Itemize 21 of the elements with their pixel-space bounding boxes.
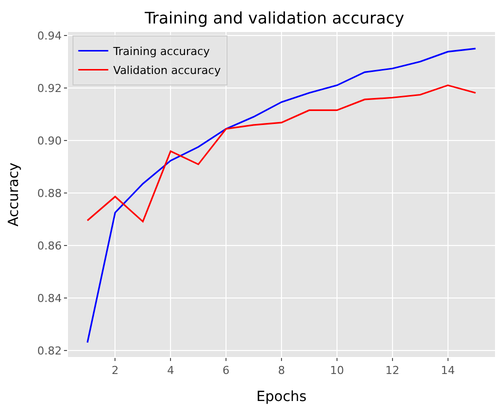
x-tick-label: 4	[167, 364, 174, 378]
y-tick-label: 0.92	[37, 82, 62, 95]
y-tick-label: 0.88	[37, 186, 62, 200]
line-series	[86, 84, 476, 222]
legend-label: Training accuracy	[112, 45, 210, 58]
x-tick-label: 8	[278, 364, 285, 378]
x-axis-title: Epochs	[256, 389, 307, 405]
line-series	[86, 48, 476, 344]
x-tick-label: 12	[385, 364, 400, 378]
x-tick-label: 14	[440, 364, 455, 378]
legend-label: Validation accuracy	[113, 64, 222, 78]
x-tick-label: 10	[330, 364, 344, 378]
x-tick-label: 2	[112, 364, 119, 378]
x-tick-label: 6	[222, 364, 230, 378]
y-tick-label: 0.94	[37, 29, 62, 42]
y-tick-label: 0.86	[37, 239, 62, 252]
y-tick-label: 0.84	[37, 292, 62, 305]
chart-title: Training and validation accuracy	[144, 8, 404, 28]
y-tick-label: 0.90	[37, 134, 62, 148]
y-tick-label: 0.82	[37, 344, 62, 358]
y-axis-title: Accuracy	[6, 162, 22, 226]
